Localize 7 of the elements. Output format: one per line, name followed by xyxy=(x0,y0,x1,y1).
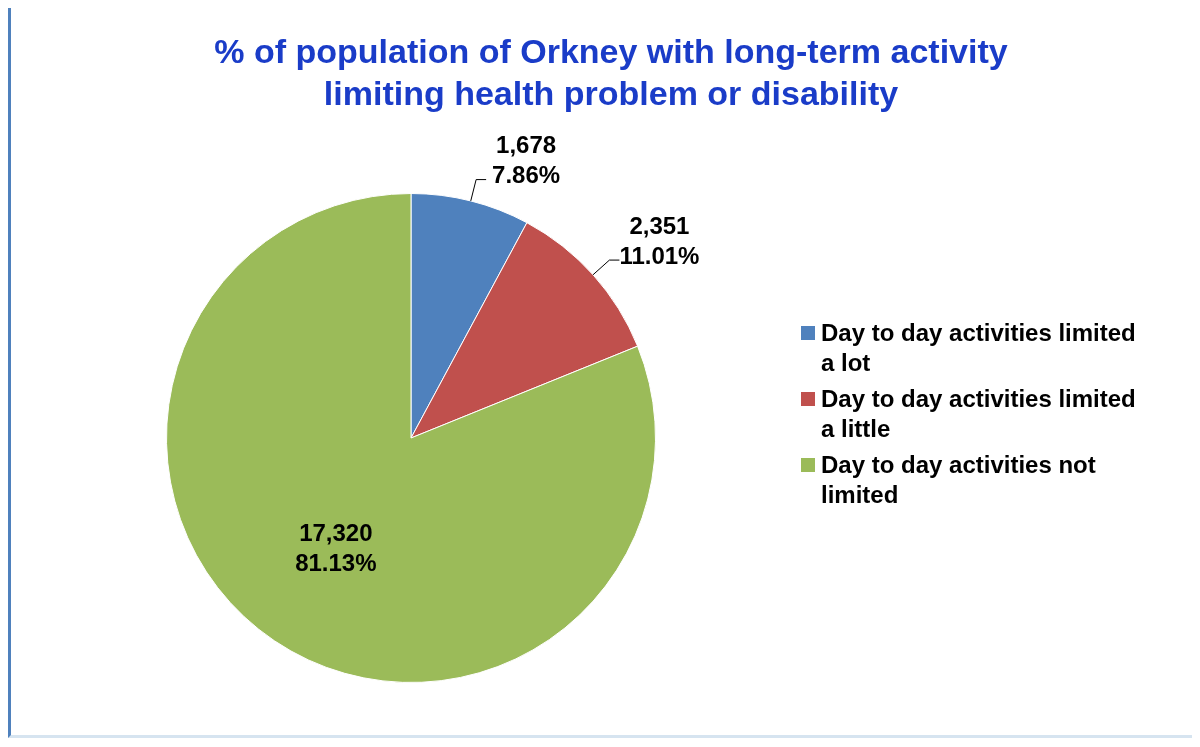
legend-label: Day to day activities not limited xyxy=(821,450,1097,510)
data-label: 17,320 81.13% xyxy=(295,519,377,577)
data-label: 2,351 11.01% xyxy=(619,211,700,269)
data-label: 1,678 7.86% xyxy=(492,131,561,189)
chart-title: % of population of Orkney with long-term activity limiting health problem or disability xyxy=(213,31,1009,114)
legend-label: Day to day activities limited a lot xyxy=(821,318,1137,378)
legend-label: Day to day activities limited a little xyxy=(821,384,1137,444)
